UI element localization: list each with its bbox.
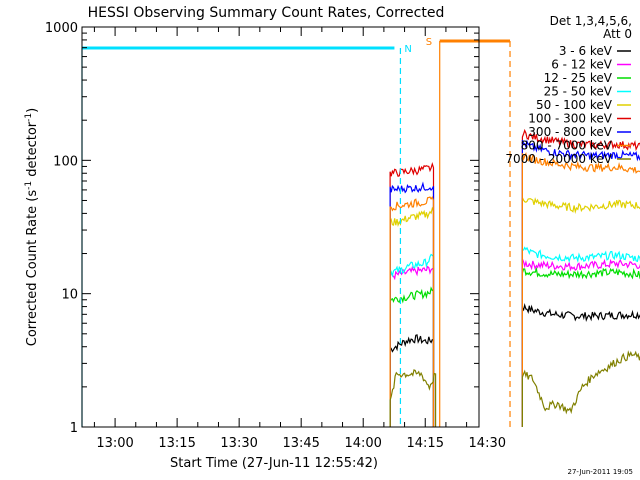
y-axis-label-mid: detector xyxy=(25,121,40,181)
y-axis-label-sup2: -1 xyxy=(24,113,34,122)
series-line-8-segment-0 xyxy=(389,369,437,427)
x-tick-label: 13:30 xyxy=(220,436,257,451)
legend-label: 50 - 100 keV xyxy=(536,98,613,112)
series-line-5-segment-0 xyxy=(389,161,435,427)
legend-label: 3 - 6 keV xyxy=(559,44,613,58)
series-line-1-segment-0 xyxy=(389,265,435,427)
series-line-2-segment-0 xyxy=(389,286,435,427)
y-tick-label: 1000 xyxy=(45,21,78,36)
chart-title: HESSI Observing Summary Count Rates, Cor… xyxy=(88,5,445,21)
y-axis-label: Corrected Count Rate (s-1 detector-1) xyxy=(24,108,40,346)
series-line-0-segment-1 xyxy=(521,302,640,427)
y-axis-label-sup1: -1 xyxy=(24,181,34,190)
footer-date: 27-Jun-2011 19:05 xyxy=(568,468,634,476)
legend-header-2: Att 0 xyxy=(603,27,632,41)
x-tick-label: 14:15 xyxy=(407,436,444,451)
y-tick-label: 100 xyxy=(53,154,78,169)
y-axis-label-end: ) xyxy=(25,108,40,113)
legend-label: 100 - 300 keV xyxy=(528,112,612,126)
legend-label: 7000 - 20000 keV xyxy=(505,152,612,166)
x-tick-label: 13:15 xyxy=(158,436,195,451)
legend-header-1: Det 1,3,4,5,6, xyxy=(550,14,632,28)
plot-frame xyxy=(81,26,480,428)
x-axis-label: Start Time (27-Jun-11 12:55:42) xyxy=(170,456,378,471)
legend-label: 300 - 800 keV xyxy=(528,125,612,139)
y-tick-label: 1 xyxy=(70,421,78,436)
x-tick-label: 14:30 xyxy=(469,436,506,451)
legend-label: 800 - 7000 keV xyxy=(521,139,613,153)
series-line-5-segment-1 xyxy=(521,128,640,427)
series-line-4-segment-0 xyxy=(389,206,435,427)
x-tick-label: 13:45 xyxy=(282,436,319,451)
x-tick-label: 13:00 xyxy=(96,436,133,451)
series-line-4-segment-1 xyxy=(521,197,640,427)
plot-lines xyxy=(389,128,640,427)
series-line-3-segment-0 xyxy=(389,253,435,427)
y-axis-label-main: Corrected Count Rate (s xyxy=(25,190,40,347)
series-line-6-segment-0 xyxy=(389,181,435,427)
y-axis-ticks: 1 10 100 1000 xyxy=(45,21,479,436)
series-line-6-segment-1 xyxy=(521,139,640,427)
series-line-7-segment-1 xyxy=(521,151,640,427)
x-axis-ticks: 13:00 13:15 13:30 13:45 14:00 14:15 14:30 xyxy=(93,27,506,451)
x-tick-label: 14:00 xyxy=(344,436,381,451)
y-tick-label: 10 xyxy=(61,288,78,303)
series-line-3-segment-1 xyxy=(521,246,640,427)
series-line-7-segment-0 xyxy=(389,196,435,427)
series-line-8-segment-1 xyxy=(521,350,640,427)
axes xyxy=(81,26,480,428)
legend-label: 12 - 25 keV xyxy=(544,71,613,85)
night-marker-label: N xyxy=(404,44,411,55)
series-line-2-segment-1 xyxy=(521,266,640,427)
series-line-1-segment-1 xyxy=(521,258,640,427)
legend-label: 25 - 50 keV xyxy=(544,85,613,99)
series-line-0-segment-0 xyxy=(389,334,435,427)
saa-marker-label: S xyxy=(426,37,432,48)
legend-label: 6 - 12 keV xyxy=(551,58,613,72)
